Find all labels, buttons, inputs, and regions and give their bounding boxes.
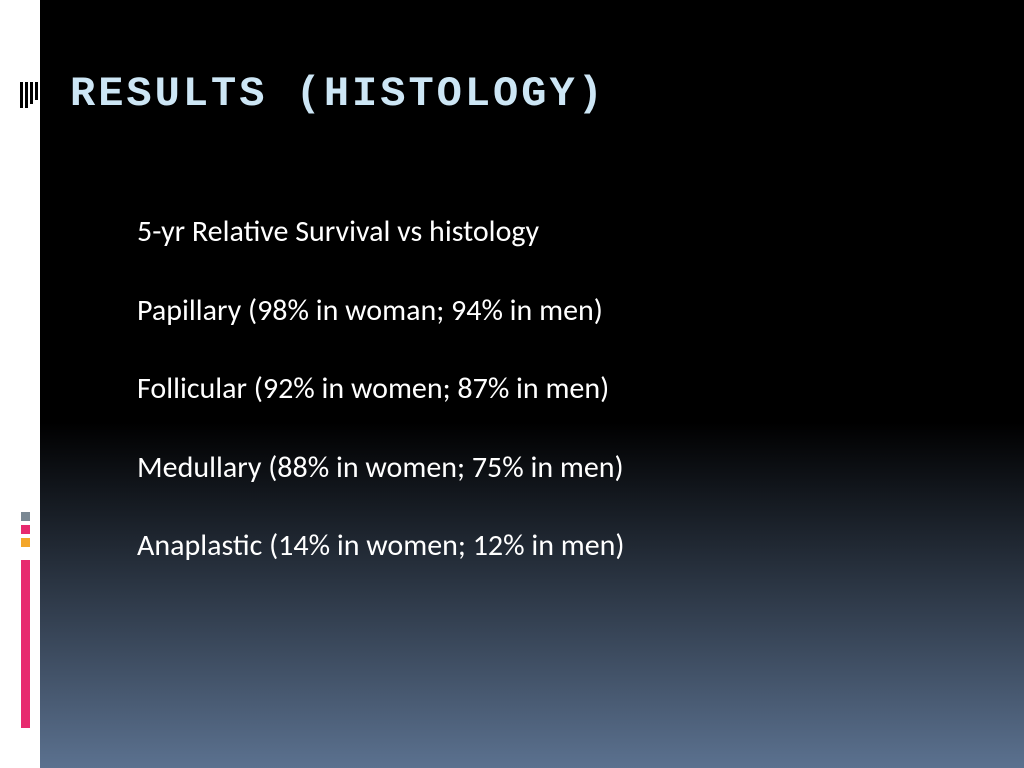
body-line: 5-yr Relative Survival vs histology (137, 215, 625, 250)
square-decoration-stack (21, 512, 30, 547)
body-line: Papillary (98% in woman; 94% in men) (137, 294, 625, 329)
deco-square-grey (21, 512, 30, 521)
deco-square-orange (21, 538, 30, 547)
slide-body: 5-yr Relative Survival vs histology Papi… (137, 215, 625, 564)
body-line: Follicular (92% in women; 87% in men) (137, 372, 625, 407)
body-line: Anaplastic (14% in women; 12% in men) (137, 529, 625, 564)
deco-square-pink (21, 525, 30, 534)
barcode-decoration (20, 82, 38, 108)
slide-canvas: RESULTS (HISTOLOGY) 5-yr Relative Surviv… (40, 0, 1024, 768)
slide-title: RESULTS (HISTOLOGY) (70, 70, 606, 118)
left-margin-strip (0, 0, 40, 768)
body-line: Medullary (88% in women; 75% in men) (137, 451, 625, 486)
pink-bar-decoration (21, 560, 30, 728)
